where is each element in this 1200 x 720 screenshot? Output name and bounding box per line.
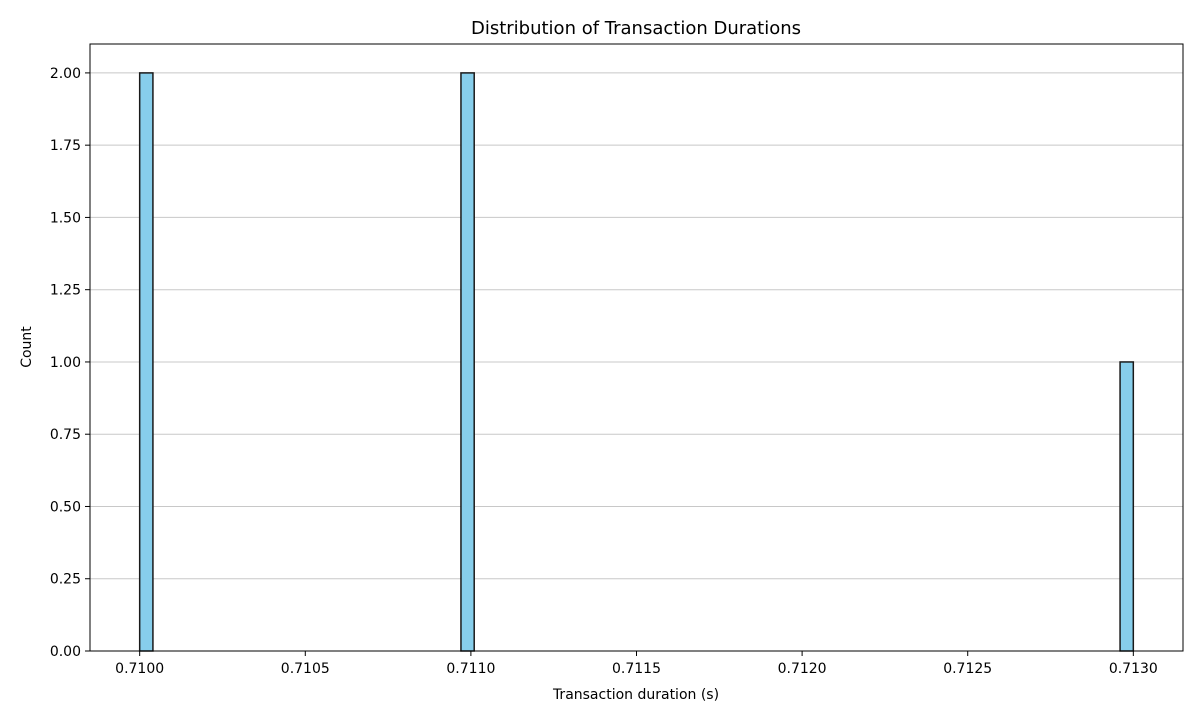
histogram-bar-0 xyxy=(138,72,154,652)
x-tick-label-3: 0.7115 xyxy=(612,661,661,677)
x-axis-label: Transaction duration (s) xyxy=(552,687,719,703)
x-tick-label-5: 0.7125 xyxy=(943,661,992,677)
y-tick-label-5: 1.25 xyxy=(50,283,81,299)
x-tick-label-2: 0.7110 xyxy=(446,661,495,677)
y-tick-label-1: 0.25 xyxy=(50,572,81,588)
plot-area-frame xyxy=(89,43,1184,652)
grid-lines xyxy=(90,72,1183,652)
y-tick-label-0: 0.00 xyxy=(50,644,81,660)
x-tick-label-1: 0.7105 xyxy=(281,661,330,677)
y-axis-ticks: 0.00 0.25 0.50 0.75 1.00 1.25 1.50 1.75 2.00 xyxy=(50,66,90,660)
y-tick-label-6: 1.50 xyxy=(50,210,81,226)
x-axis-ticks: 0.7100 0.7105 0.7110 0.7115 0.7120 0.7125 0.71… xyxy=(115,651,1158,677)
x-tick-label-4: 0.7120 xyxy=(778,661,827,677)
x-tick-label-0: 0.7100 xyxy=(115,661,164,677)
chart-title: Distribution of Transaction Durations xyxy=(471,18,801,39)
y-tick-label-7: 1.75 xyxy=(50,138,81,154)
y-tick-label-2: 0.50 xyxy=(50,499,81,515)
x-tick-label-6: 0.7130 xyxy=(1109,661,1158,677)
y-tick-label-8: 2.00 xyxy=(50,66,81,82)
histogram-bar-2 xyxy=(1119,361,1135,652)
histogram-bars xyxy=(138,72,1135,652)
y-axis-label: Count xyxy=(19,326,35,368)
histogram-bar-1 xyxy=(460,72,475,652)
y-tick-label-3: 0.75 xyxy=(50,427,81,443)
y-tick-label-4: 1.00 xyxy=(50,355,81,371)
